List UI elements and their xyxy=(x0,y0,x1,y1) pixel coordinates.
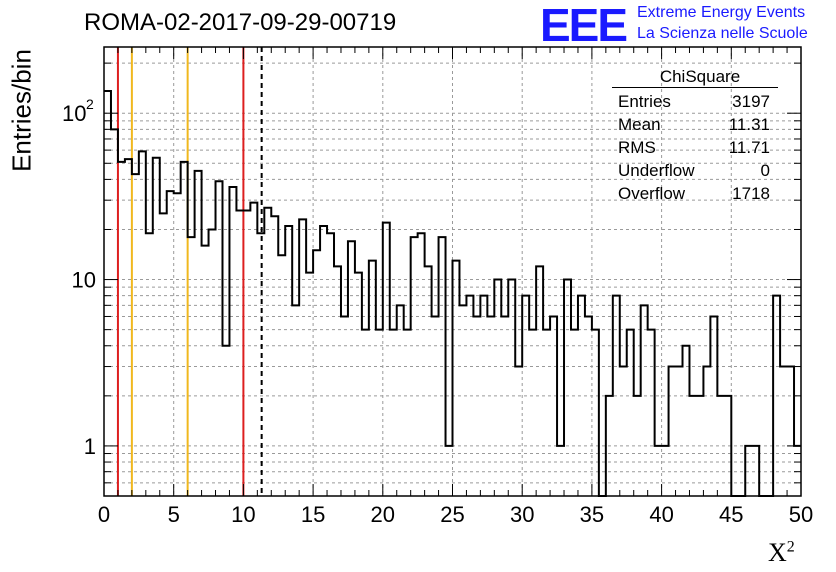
x-tick-label: 0 xyxy=(98,502,110,527)
stats-box: ChiSquare Entries 3197 Mean 11.31 RMS 11.71 Un… xyxy=(612,67,778,205)
stats-row-label: Underflow xyxy=(618,161,695,180)
x-tick-label: 15 xyxy=(301,502,325,527)
x-tick-label: 35 xyxy=(580,502,604,527)
logo-line-1: Extreme Energy Events xyxy=(637,4,806,21)
x-tick-label: 25 xyxy=(440,502,464,527)
logo-mark: EEE xyxy=(540,0,628,51)
chart-title: ROMA-02-2017-09-29-00719 xyxy=(84,9,397,36)
stats-row-value: 11.71 xyxy=(728,138,770,157)
stats-row-label: Entries xyxy=(618,92,671,111)
stats-rows: Entries 3197 Mean 11.31 RMS 11.71 Underflow 0 Ov… xyxy=(612,90,778,205)
histogram-layer xyxy=(104,89,801,497)
marker-lines-layer xyxy=(116,47,263,496)
stats-row-label: Overflow xyxy=(618,184,686,203)
x-tick-label: 20 xyxy=(371,502,395,527)
stats-row: Mean 11.31 xyxy=(612,113,778,136)
logo-line-2: La Scienza nelle Scuole xyxy=(637,25,808,42)
y-tick-label: 10 xyxy=(62,101,86,126)
y-tick-label: 1 xyxy=(84,434,96,459)
x-tick-label: 50 xyxy=(789,502,813,527)
histogram-steps xyxy=(104,89,801,497)
stats-row-value: 0 xyxy=(760,161,770,180)
x-tick-label: 5 xyxy=(168,502,180,527)
stats-row: Underflow 0 xyxy=(612,159,778,182)
stats-row: RMS 11.71 xyxy=(612,136,778,159)
stats-row: Entries 3197 xyxy=(612,90,778,113)
y-tick-label-exponent: 2 xyxy=(86,96,94,112)
x-axis-label-superscript: 2 xyxy=(786,538,795,556)
stats-title: ChiSquare xyxy=(612,67,778,88)
stats-row-value: 1718 xyxy=(732,184,770,203)
stats-row-label: RMS xyxy=(618,138,656,157)
x-tick-label: 30 xyxy=(510,502,534,527)
x-axis-label-base: X xyxy=(768,538,787,567)
x-axis-label: X2 xyxy=(768,538,795,568)
x-tick-label: 45 xyxy=(719,502,743,527)
stats-row-label: Mean xyxy=(618,115,661,134)
y-tick-label: 10 xyxy=(72,268,96,293)
stats-row-value: 11.31 xyxy=(728,115,770,134)
eee-logo: EEE Extreme Energy Events La Scienza nel… xyxy=(540,0,836,51)
x-tick-label: 40 xyxy=(649,502,673,527)
stats-row: Overflow 1718 xyxy=(612,182,778,205)
stats-row-value: 3197 xyxy=(732,92,770,111)
x-tick-label: 10 xyxy=(231,502,255,527)
